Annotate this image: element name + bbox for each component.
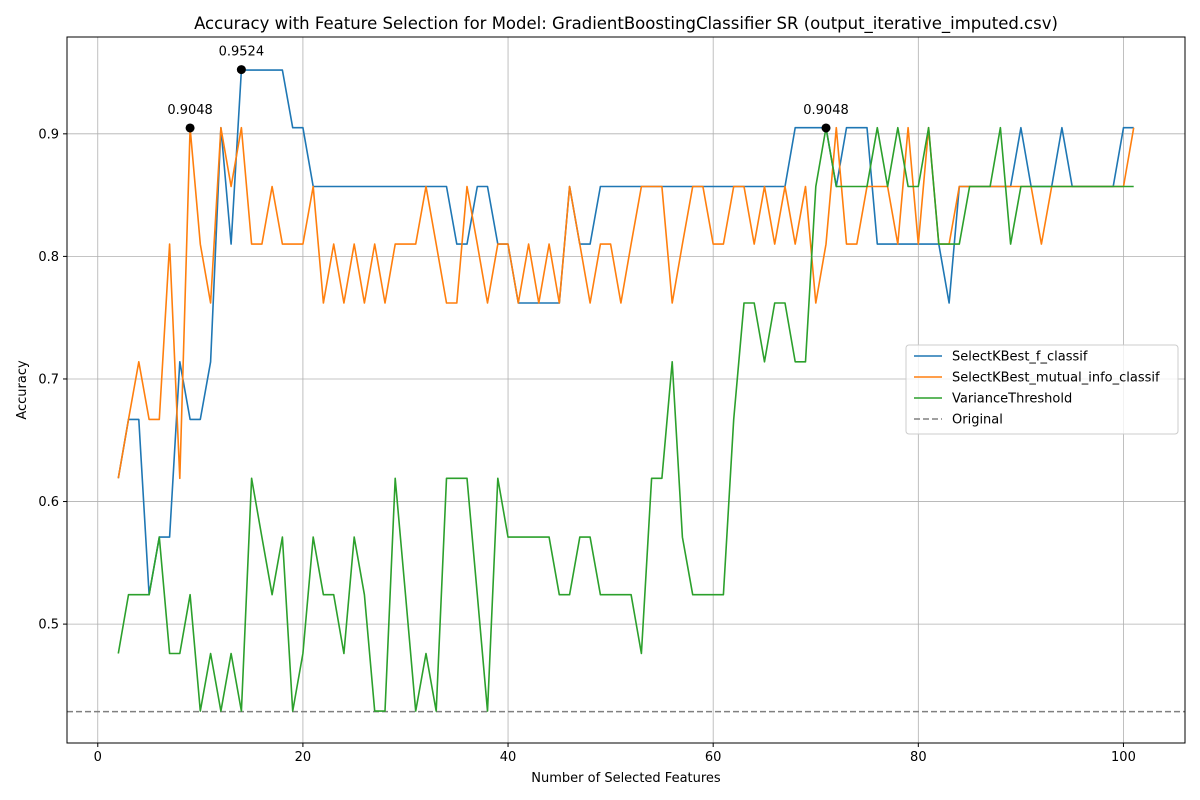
- x-axis-label: Number of Selected Features: [531, 771, 721, 786]
- x-tick-label: 20: [295, 750, 312, 765]
- plot-area: [67, 69, 1185, 713]
- legend-label: SelectKBest_f_classif: [952, 350, 1088, 365]
- series-line-SelectKBest_f_classif: [117, 69, 1134, 596]
- y-tick-label: 0.8: [38, 250, 59, 265]
- legend-label: Original: [952, 413, 1003, 428]
- x-tick-label: 40: [500, 750, 517, 765]
- annotation-label: 0.9524: [219, 45, 265, 60]
- annotation-label: 0.9048: [803, 103, 849, 118]
- legend-label: VarianceThreshold: [952, 392, 1072, 407]
- annotation-marker: [236, 65, 246, 75]
- chart-title: Accuracy with Feature Selection for Mode…: [194, 14, 1058, 34]
- x-tick-label: 80: [910, 750, 927, 765]
- series-line-SelectKBest_mutual_info_classif: [117, 126, 1135, 480]
- y-tick-label: 0.9: [38, 127, 59, 142]
- x-tick-label: 100: [1111, 750, 1136, 765]
- annotations: 0.9048 0.9524 0.9048: [167, 45, 849, 133]
- y-tick-label: 0.7: [38, 372, 59, 387]
- legend-label: SelectKBest_mutual_info_classif: [952, 371, 1160, 386]
- annotation-label: 0.9048: [167, 103, 213, 118]
- annotation-marker: [821, 123, 831, 133]
- annotation-marker: [185, 123, 195, 133]
- y-tick-label: 0.5: [38, 618, 59, 633]
- axes-frame: [66, 36, 1186, 744]
- x-axis-ticks: 0 20 40 60 80 100: [94, 743, 1136, 765]
- y-axis-label: Accuracy: [15, 360, 30, 420]
- x-tick-label: 60: [705, 750, 722, 765]
- x-tick-label: 0: [94, 750, 102, 765]
- y-tick-label: 0.6: [38, 495, 59, 510]
- series-line-VarianceThreshold: [117, 126, 1134, 712]
- legend-box: [905, 344, 1179, 435]
- legend: SelectKBest_f_classif SelectKBest_mutual_…: [905, 344, 1179, 435]
- y-axis-ticks: 0.5 0.6 0.7 0.8 0.9: [38, 127, 67, 633]
